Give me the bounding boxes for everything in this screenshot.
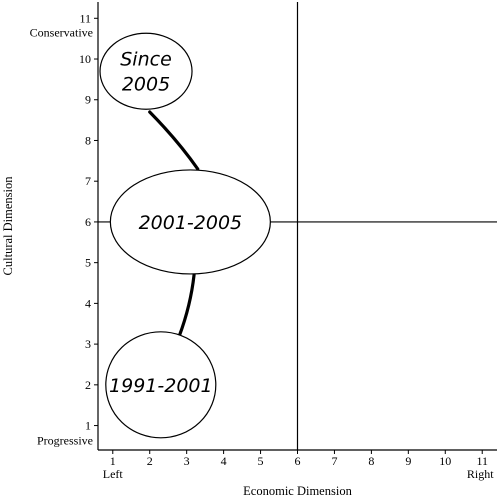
labels-layer: Left Right Conservative Progressive Econ… bbox=[1, 25, 494, 497]
x-axis-title: Economic Dimension bbox=[243, 484, 352, 497]
path-connector bbox=[148, 110, 200, 171]
period-label: Since bbox=[120, 49, 172, 71]
x-tick-label: 10 bbox=[439, 454, 451, 468]
period-bubble: 2001-2005 bbox=[109, 169, 271, 275]
y-tick-label: 3 bbox=[85, 337, 91, 351]
y-tick-label: 6 bbox=[85, 215, 91, 229]
x-tick-label: 11 bbox=[476, 454, 488, 468]
x-tick-label: 4 bbox=[221, 454, 227, 468]
x-tick-label: 7 bbox=[331, 454, 337, 468]
y-tick-label: 4 bbox=[85, 296, 91, 310]
period-label: 1991-2001 bbox=[109, 375, 213, 397]
x-tick-label: 5 bbox=[258, 454, 264, 468]
period-label: 2001-2005 bbox=[139, 212, 243, 234]
path-layer bbox=[148, 110, 200, 338]
x-tick-label: 6 bbox=[295, 454, 301, 468]
period-ellipse bbox=[105, 331, 217, 439]
periods-layer: Since 2005 2001-2005 1991-2001 bbox=[99, 32, 271, 439]
x-tick-label: 8 bbox=[368, 454, 374, 468]
y-end-label-bottom: Progressive bbox=[37, 434, 93, 448]
x-tick-label: 2 bbox=[147, 454, 153, 468]
x-tick-label: 3 bbox=[184, 454, 190, 468]
y-tick-label: 2 bbox=[85, 378, 91, 392]
path-connector bbox=[177, 273, 196, 338]
period-label: 2005 bbox=[122, 74, 170, 96]
x-end-label-left: Left bbox=[103, 467, 124, 481]
y-tick-label: 1 bbox=[85, 419, 91, 433]
y-end-label-top: Conservative bbox=[30, 25, 93, 39]
y-tick-label: 9 bbox=[85, 93, 91, 107]
x-tick-label: 9 bbox=[405, 454, 411, 468]
x-tick-label: 1 bbox=[110, 454, 116, 468]
period-bubble: Since 2005 bbox=[99, 32, 193, 110]
period-ellipse bbox=[99, 32, 193, 110]
y-axis-title: Cultural Dimension bbox=[1, 176, 15, 276]
x-end-label-right: Right bbox=[467, 467, 494, 481]
period-bubble: 1991-2001 bbox=[105, 331, 217, 439]
y-tick-label: 8 bbox=[85, 133, 91, 147]
y-tick-label: 7 bbox=[85, 174, 91, 188]
y-tick-label: 11 bbox=[79, 11, 91, 25]
period-ellipse bbox=[109, 169, 271, 275]
y-tick-label: 10 bbox=[79, 52, 91, 66]
y-tick-label: 5 bbox=[85, 256, 91, 270]
